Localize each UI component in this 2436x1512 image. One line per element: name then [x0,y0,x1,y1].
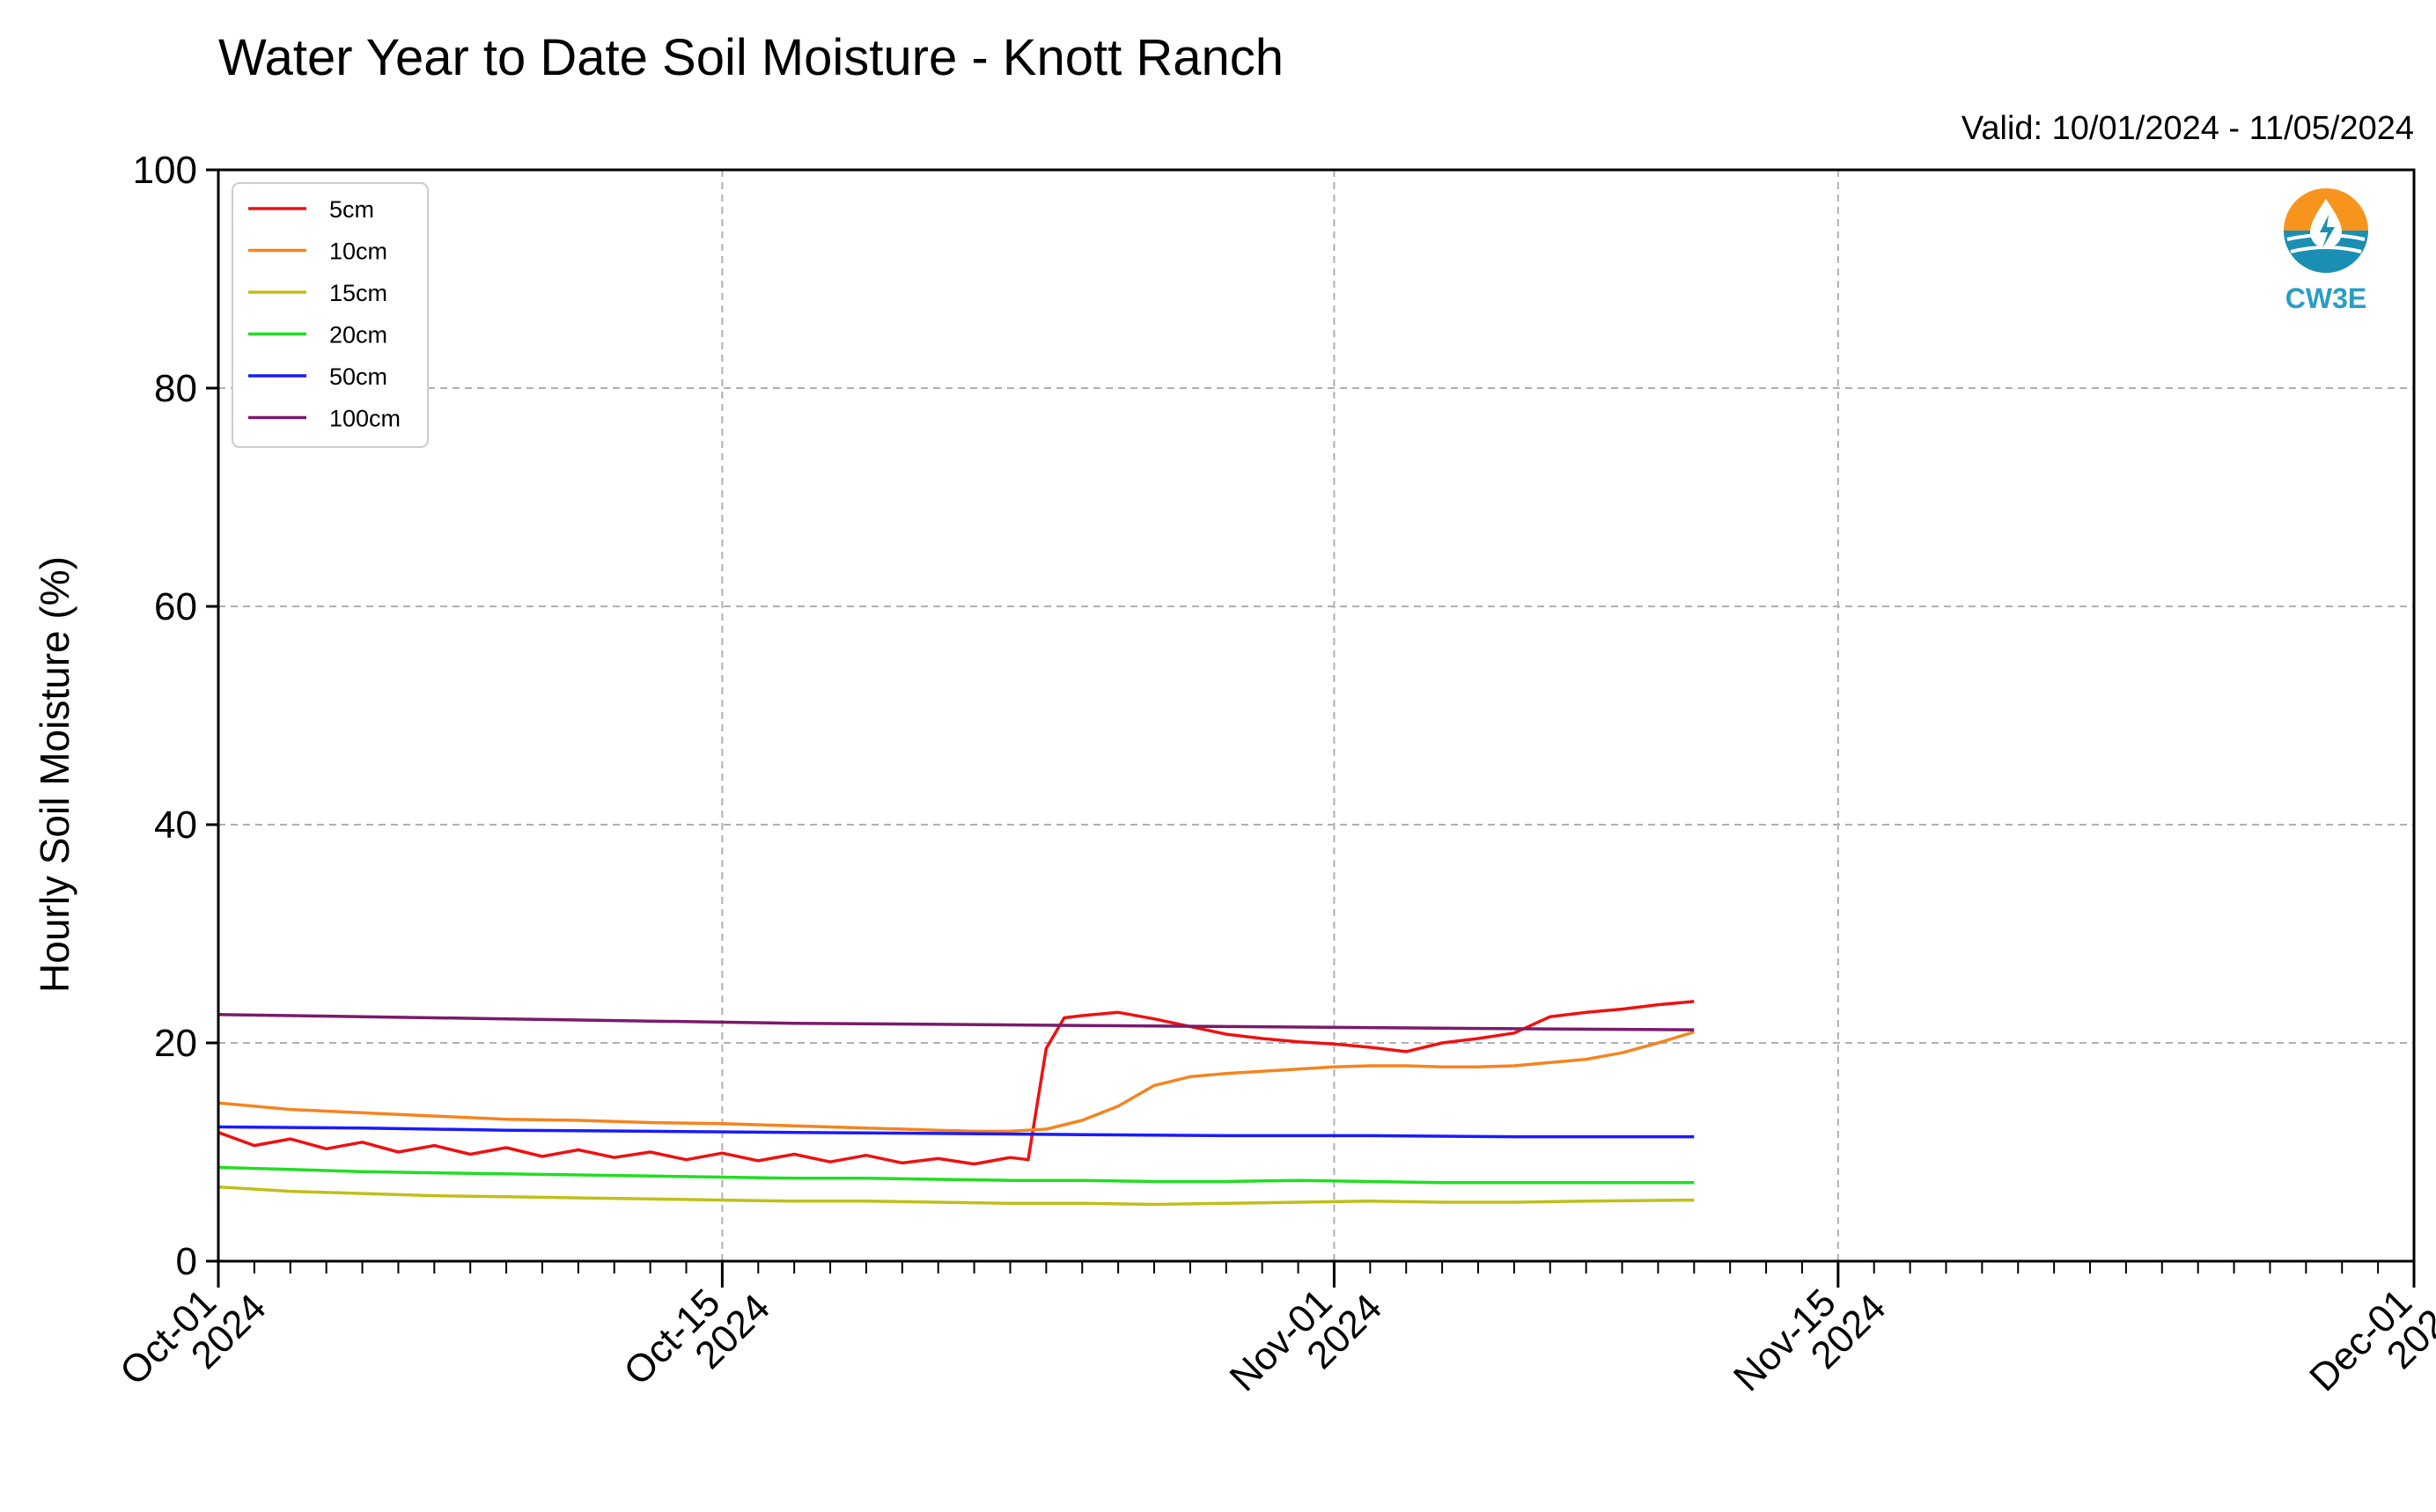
logo-bolt-icon [2320,215,2335,248]
y-tick-label: 0 [176,1240,197,1283]
legend-label: 5cm [329,196,374,223]
legend-label: 100cm [329,406,401,432]
y-tick-label: 100 [133,149,197,192]
y-axis-label: Hourly Soil Moisture (%) [32,556,77,993]
legend-label: 10cm [329,239,387,265]
plot-frame [217,168,2416,1263]
chart-title: Water Year to Date Soil Moisture - Knott… [218,29,1284,86]
y-tick-label: 20 [154,1022,197,1065]
series-layer [217,1000,1695,1207]
y-tick-label: 40 [154,804,197,847]
legend: 5cm 10cm 15cm 20cm 50cm 100cm [232,182,429,448]
series-line-20cm [217,1165,1695,1185]
cw3e-logo: CW3E [2280,188,2372,314]
legend-label: 50cm [329,363,387,390]
y-tick-label: 60 [154,585,197,628]
legend-label: 15cm [329,280,387,306]
series-line-10cm [217,1030,1695,1134]
series-line-15cm [217,1185,1695,1207]
grid-lines [218,170,2414,1261]
y-tick-label: 80 [154,367,197,410]
logo-ocean-icon [2284,231,2368,273]
series-line-5cm [217,1000,1695,1166]
series-line-50cm [217,1125,1695,1139]
legend-label: 20cm [329,322,387,349]
y-axis: 0 20 40 60 80 100 [133,149,218,1283]
series-line-100cm [217,1013,1695,1031]
logo-text: CW3E [2285,283,2366,314]
valid-date-range: Valid: 10/01/2024 - 11/05/2024 [1961,110,2414,147]
